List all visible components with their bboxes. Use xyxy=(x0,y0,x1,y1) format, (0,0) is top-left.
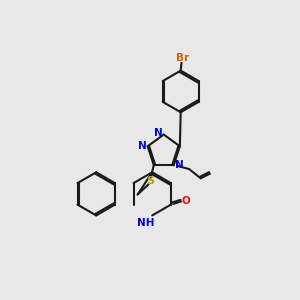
Text: NH: NH xyxy=(137,218,155,228)
Text: O: O xyxy=(182,196,191,206)
Text: N: N xyxy=(154,128,163,138)
Text: Br: Br xyxy=(176,53,190,63)
Text: N: N xyxy=(175,160,184,170)
Text: S: S xyxy=(146,176,154,186)
Text: N: N xyxy=(138,141,147,151)
